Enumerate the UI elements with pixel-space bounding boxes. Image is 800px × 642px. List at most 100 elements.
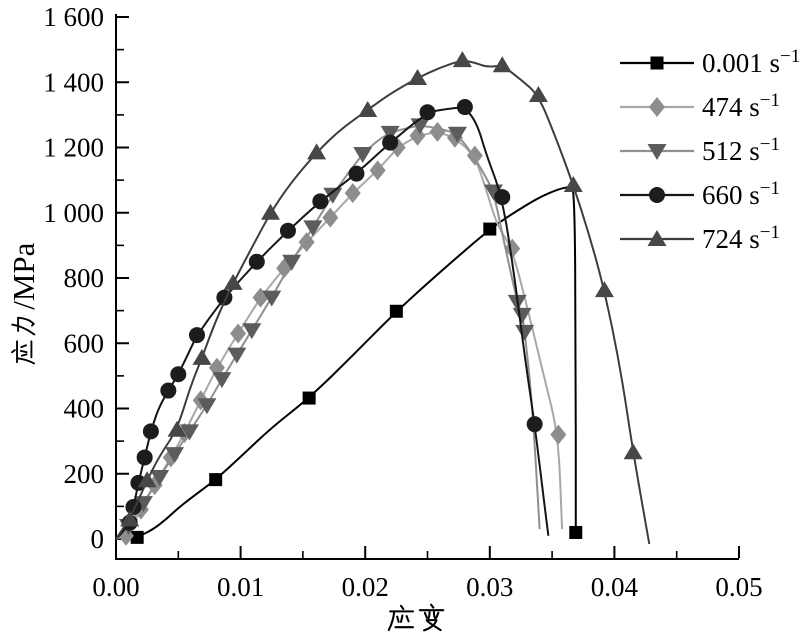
data-point-marker-triangle-up (261, 203, 281, 220)
data-point-marker-triangle-down (165, 447, 185, 464)
data-point-marker-diamond (369, 160, 386, 181)
data-point-marker-diamond (429, 121, 446, 142)
x-axis-tick-label: 0.05 (715, 572, 762, 602)
data-point-marker-triangle-down (227, 347, 247, 364)
data-point-marker-triangle-up (647, 230, 667, 246)
y-axis-tick-label: 1 000 (43, 198, 104, 228)
y-axis-tick-label: 1 600 (43, 2, 104, 32)
data-point-marker-square (130, 530, 144, 544)
series-rate-512 (115, 118, 541, 540)
x-axis-tick-label: 0.03 (466, 572, 513, 602)
x-axis-title-cjk (418, 603, 445, 632)
data-point-marker-triangle-down (150, 470, 170, 487)
series-rate-724-line (115, 60, 651, 545)
data-point-marker-circle (248, 253, 265, 270)
legend-item-rate-660: 660 s−1 (620, 178, 780, 210)
y-axis-title-text: /MPa (6, 242, 41, 309)
data-point-marker-triangle-down (180, 424, 200, 441)
legend-label: 724 s−1 (702, 222, 780, 254)
data-point-marker-square (389, 304, 403, 318)
y-axis-title-cjk (11, 340, 36, 365)
x-axis-tick-label: 0.02 (342, 572, 389, 602)
x-axis-tick-label: 0.04 (591, 572, 639, 602)
legend-label: 0.001 s−1 (702, 46, 800, 78)
data-point-marker-square (650, 56, 664, 70)
series-rate-0p001-markers (130, 222, 583, 544)
y-axis-tick-label: 1 200 (43, 133, 104, 163)
data-point-marker-triangle-down (512, 307, 532, 324)
x-axis-tick-label: 0.01 (217, 572, 264, 602)
data-point-marker-triangle-down (323, 187, 343, 204)
data-point-marker-triangle-down (197, 398, 217, 415)
data-point-marker-triangle-down (303, 220, 323, 237)
data-point-marker-triangle-up (594, 281, 614, 298)
data-point-marker-triangle-up (492, 56, 512, 73)
data-point-marker-circle (312, 193, 329, 210)
series-rate-660 (115, 99, 550, 540)
data-point-marker-square (209, 473, 223, 487)
data-point-marker-circle (456, 99, 473, 116)
data-point-marker-diamond (466, 145, 483, 166)
y-axis-tick-label: 0 (91, 524, 105, 554)
y-axis-tick-label: 200 (64, 459, 105, 489)
data-point-marker-triangle-up (192, 348, 212, 365)
data-point-marker-circle (188, 327, 205, 344)
legend-label: 474 s−1 (702, 90, 780, 122)
y-axis-tick-label: 600 (64, 328, 105, 358)
data-point-marker-circle (142, 423, 159, 440)
data-point-marker-circle (125, 499, 142, 516)
data-point-marker-triangle-up (563, 176, 583, 193)
data-point-marker-triangle-down (380, 125, 400, 142)
y-axis-title-group: /MPa (6, 242, 41, 365)
data-point-marker-triangle-up (307, 143, 327, 160)
x-axis-tick-label: 0.00 (92, 572, 139, 602)
axes: 0 200 400 600 800 1 000 1 200 1 400 1 600 0.00 0.0… (43, 2, 762, 602)
data-point-marker-triangle-down (282, 254, 302, 271)
data-point-marker-circle (382, 134, 399, 151)
data-point-marker-triangle-up (623, 443, 643, 460)
series-rate-724 (115, 51, 651, 545)
data-point-marker-triangle-down (242, 323, 262, 340)
x-axis-title-cjk (387, 604, 415, 632)
data-point-marker-circle (419, 104, 436, 121)
legend-label: 512 s−1 (702, 134, 780, 166)
data-point-marker-diamond (649, 97, 665, 117)
y-axis-tick-label: 400 (64, 394, 105, 424)
y-axis-tick-label: 1 400 (43, 67, 104, 97)
data-point-marker-triangle-down (353, 147, 373, 164)
data-point-marker-triangle-down (515, 324, 535, 341)
data-point-marker-diamond (550, 424, 567, 445)
data-point-marker-triangle-up (452, 51, 472, 68)
data-point-marker-triangle-down (262, 290, 282, 307)
legend: 0.001 s−1 474 s−1 512 s−1 660 s−1 724 s−1 (620, 46, 800, 254)
series-rate-512-markers (118, 118, 535, 535)
legend-item-rate-0p001: 0.001 s−1 (620, 46, 800, 78)
legend-item-rate-474: 474 s−1 (620, 90, 780, 122)
data-point-marker-triangle-down (212, 372, 232, 389)
data-point-marker-triangle-up (408, 69, 428, 86)
data-point-marker-triangle-down (447, 126, 467, 143)
legend-label: 660 s−1 (702, 178, 780, 210)
y-axis-title: /MPa (6, 242, 41, 365)
data-point-marker-diamond (504, 238, 521, 259)
data-point-marker-circle (348, 165, 365, 182)
data-point-marker-triangle-up (223, 273, 243, 290)
data-point-marker-triangle-down (647, 144, 667, 160)
series-rate-660-markers (121, 99, 543, 531)
data-point-marker-circle (170, 366, 187, 383)
data-point-marker-triangle-up (137, 471, 157, 488)
data-point-marker-diamond (230, 323, 247, 344)
data-point-marker-circle (136, 449, 153, 466)
data-point-marker-circle (160, 382, 177, 399)
data-point-marker-triangle-up (528, 85, 548, 102)
y-axis-title-cjk (11, 316, 36, 336)
data-point-marker-circle (649, 187, 665, 203)
data-point-marker-circle (279, 222, 296, 239)
x-axis-title (387, 603, 445, 632)
data-point-marker-triangle-up (358, 100, 378, 117)
data-point-marker-square (483, 222, 497, 236)
data-point-marker-triangle-up (120, 510, 140, 527)
data-point-marker-square (569, 525, 583, 539)
